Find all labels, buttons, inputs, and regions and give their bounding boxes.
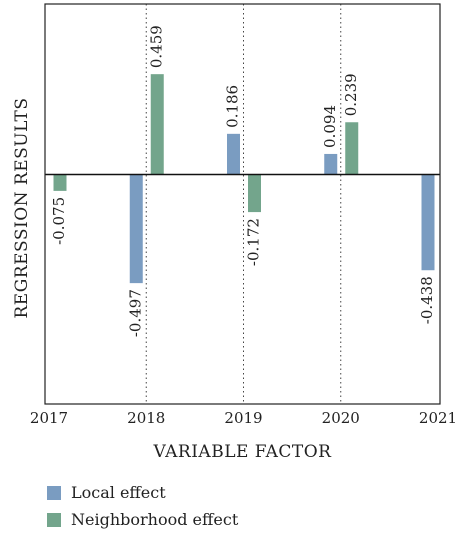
- bar-neighborhood-effect-2019: [248, 174, 261, 213]
- data-label-local-effect-2020: 0.094: [321, 105, 339, 148]
- x-tick-2018: 2018: [127, 409, 165, 427]
- legend-swatch-neighborhood-effect: [47, 513, 61, 527]
- bars: [53, 74, 435, 284]
- bar-neighborhood-effect-2017: [53, 174, 67, 191]
- data-labels: -0.497 0.186 0.094 -0.438 -0.075 0.459 -0.172 0…: [50, 25, 436, 337]
- x-axis-title: VARIABLE FACTOR: [153, 442, 333, 462]
- bar-local-effect-2019: [227, 133, 240, 175]
- bar-neighborhood-effect-2020: [345, 122, 359, 175]
- plot-frame: [44, 3, 441, 405]
- data-label-neighborhood-effect-2020: 0.239: [342, 73, 360, 116]
- x-tick-2019: 2019: [224, 409, 262, 427]
- x-tick-2017: 2017: [30, 409, 68, 427]
- legend-label-neighborhood-effect: Neighborhood effect: [71, 510, 239, 529]
- gridlines: [145, 4, 342, 404]
- legend: Local effect Neighborhood effect: [47, 483, 239, 529]
- data-label-neighborhood-effect-2018: 0.459: [147, 25, 165, 68]
- bar-neighborhood-effect-2018: [150, 74, 164, 175]
- legend-label-local-effect: Local effect: [71, 483, 166, 502]
- bar-local-effect-2018: [129, 174, 143, 284]
- x-tick-2021: 2021: [419, 409, 457, 427]
- x-tick-labels: 2017 2018 2019 2020 2021: [30, 409, 457, 427]
- bar-local-effect-2020: [324, 153, 338, 175]
- data-label-local-effect-2021: -0.438: [418, 276, 436, 324]
- data-label-local-effect-2018: -0.497: [126, 289, 144, 337]
- legend-swatch-local-effect: [47, 486, 61, 500]
- data-label-neighborhood-effect-2019: -0.172: [245, 218, 263, 266]
- data-label-neighborhood-effect-2017: -0.075: [50, 197, 68, 245]
- data-label-local-effect-2019: 0.186: [224, 85, 242, 128]
- bar-local-effect-2021: [421, 174, 435, 271]
- x-tick-2020: 2020: [322, 409, 360, 427]
- y-axis-title: REGRESSION RESULTS: [12, 98, 32, 319]
